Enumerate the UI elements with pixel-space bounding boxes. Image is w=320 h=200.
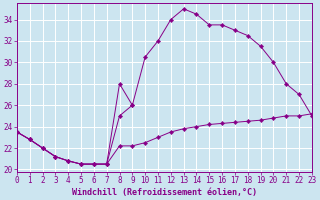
X-axis label: Windchill (Refroidissement éolien,°C): Windchill (Refroidissement éolien,°C) bbox=[72, 188, 257, 197]
